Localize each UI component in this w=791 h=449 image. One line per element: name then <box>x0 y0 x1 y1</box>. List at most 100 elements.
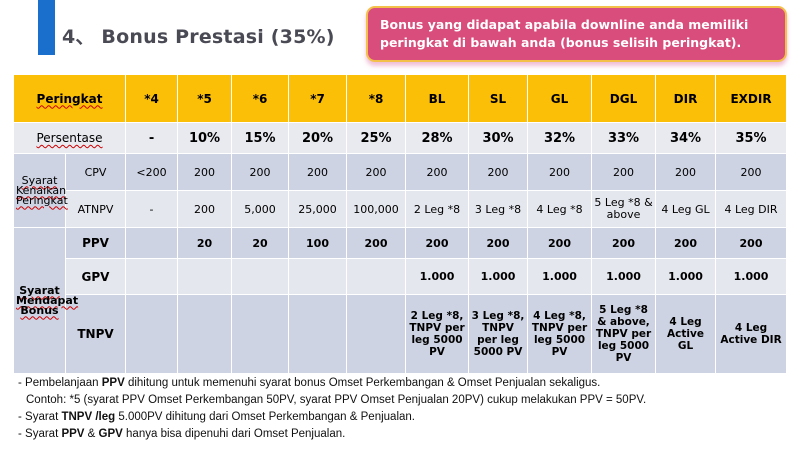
row-label: Persentase <box>12 122 127 154</box>
cell: 4 Leg DIR <box>715 190 788 228</box>
col-header: EXDIR <box>715 74 788 123</box>
col-header: *7 <box>288 74 348 123</box>
tnpv-row: TNPV 2 Leg *8, TNPV per leg 5000 PV 3 Le… <box>14 294 788 374</box>
pct-cell: 25% <box>346 122 407 154</box>
cell <box>231 294 290 374</box>
persentase-label: Persentase <box>36 131 103 145</box>
col-header: GL <box>527 74 593 123</box>
ppv-row: Syarat Mendapat Bonus PPV 20 20 100 200 … <box>13 227 788 374</box>
bonus-table: Peringkat *4 *5 *6 *7 *8 BL SL GL DGL DI… <box>12 74 788 374</box>
cell: 200 <box>527 153 593 191</box>
cell: 1.000 <box>527 258 593 295</box>
cell: 200 <box>346 153 407 191</box>
col-header: SL <box>468 74 529 123</box>
note-text: - Pembelanjaan <box>18 377 102 389</box>
cell: 200 <box>346 227 407 259</box>
col-header: DGL <box>591 74 657 123</box>
row-label: TNPV <box>64 294 127 374</box>
note-text: hanya bisa dipenuhi dari Omset Penjualan… <box>122 428 346 440</box>
row-label: CPV <box>64 153 127 191</box>
cell: 200 <box>715 227 788 259</box>
row-label: ATNPV <box>64 190 127 228</box>
pct-cell: 28% <box>405 122 470 154</box>
cell: 200 <box>177 153 233 191</box>
cell <box>125 227 179 259</box>
note-bold: GPV <box>98 428 123 440</box>
cell <box>288 258 348 295</box>
cell: - <box>125 190 179 228</box>
cell: 200 <box>655 153 717 191</box>
cell: 200 <box>288 153 348 191</box>
cell <box>125 294 179 374</box>
cell: 200 <box>177 190 233 228</box>
pct-cell: 10% <box>177 122 233 154</box>
cell <box>125 258 179 295</box>
pct-cell: 30% <box>468 122 529 154</box>
group-label-text: Syarat Kenaikan Peringkat <box>16 173 68 207</box>
gpv-row: GPV 1.000 1.000 1.000 1.000 1.000 1.000 <box>14 258 788 295</box>
cell: 200 <box>405 153 470 191</box>
cell: 4 Leg Active GL <box>655 294 717 374</box>
cell: 5 Leg *8 & above, TNPV per leg 5000 PV <box>591 294 657 374</box>
note-bold: PPV <box>101 377 125 389</box>
note-line: - Syarat PPV & GPV hanya bisa dipenuhi d… <box>18 426 646 443</box>
cell: 200 <box>591 227 657 259</box>
pct-cell: 33% <box>591 122 657 154</box>
col-header: BL <box>405 74 470 123</box>
cell: <200 <box>125 153 179 191</box>
cell: 1.000 <box>655 258 717 295</box>
cell <box>346 258 407 295</box>
pct-cell: 20% <box>288 122 348 154</box>
persentase-row: Persentase - 10% 15% 20% 25% 28% 30% 32%… <box>12 122 788 154</box>
row-label: GPV <box>64 258 127 295</box>
cell: 100 <box>288 227 348 259</box>
cell: 200 <box>715 153 788 191</box>
note-text: 5.000PV dihitung dari Omset Perkembangan… <box>115 411 415 423</box>
group-label-kenaikan: Syarat Kenaikan Peringkat <box>13 153 68 228</box>
note-line: - Syarat TNPV /leg 5.000PV dihitung dari… <box>18 409 646 426</box>
cell <box>177 258 233 295</box>
note-line: - Pembelanjaan PPV dihitung untuk memenu… <box>18 375 646 392</box>
cell: 100,000 <box>346 190 407 228</box>
cell: 4 Leg *8 <box>527 190 593 228</box>
cell: 5 Leg *8 & above <box>591 190 657 228</box>
cell: 4 Leg *8, TNPV per leg 5000 PV <box>527 294 593 374</box>
cell: 3 Leg *8, TNPV per leg 5000 PV <box>468 294 529 374</box>
cell: 200 <box>591 153 657 191</box>
note-text: - Syarat <box>18 428 62 440</box>
cell: 200 <box>655 227 717 259</box>
note-text: Contoh: *5 (syarat PPV Omset Perkembanga… <box>26 394 647 406</box>
header-label: Peringkat <box>36 91 103 106</box>
col-header: DIR <box>655 74 717 123</box>
pct-cell: 35% <box>715 122 788 154</box>
cell: 20 <box>177 227 233 259</box>
pct-cell: - <box>125 122 179 154</box>
note-bold: PPV <box>61 428 85 440</box>
header-peringkat: Peringkat <box>12 74 127 123</box>
pct-cell: 32% <box>527 122 593 154</box>
cpv-row: Syarat Kenaikan Peringkat CPV <200 200 2… <box>13 153 788 228</box>
group-label-bonus: Syarat Mendapat Bonus <box>13 227 78 374</box>
cell <box>177 294 233 374</box>
group-label-text: Syarat Mendapat Bonus <box>16 283 79 317</box>
notes: - Pembelanjaan PPV dihitung untuk memenu… <box>18 375 646 443</box>
cell: 3 Leg *8 <box>468 190 529 228</box>
pct-cell: 15% <box>231 122 290 154</box>
cell: 1.000 <box>468 258 529 295</box>
note-bold: TNPV /leg <box>61 411 116 423</box>
cell: 25,000 <box>288 190 348 228</box>
col-header: *5 <box>177 74 233 123</box>
cell: 4 Leg Active DIR <box>715 294 788 374</box>
cell: 5,000 <box>231 190 290 228</box>
cell: 200 <box>527 227 593 259</box>
atnpv-row: ATNPV - 200 5,000 25,000 100,000 2 Leg *… <box>14 190 788 228</box>
callout-box: Bonus yang didapat apabila downline anda… <box>366 6 787 62</box>
accent-bar <box>38 0 55 55</box>
cell: 200 <box>468 153 529 191</box>
note-text: dihitung untuk memenuhi syarat bonus Oms… <box>124 377 601 389</box>
note-line: Contoh: *5 (syarat PPV Omset Perkembanga… <box>18 392 646 409</box>
cell: 1.000 <box>405 258 470 295</box>
pct-cell: 34% <box>655 122 717 154</box>
col-header: *8 <box>346 74 407 123</box>
header-row: Peringkat *4 *5 *6 *7 *8 BL SL GL DGL DI… <box>12 74 788 123</box>
